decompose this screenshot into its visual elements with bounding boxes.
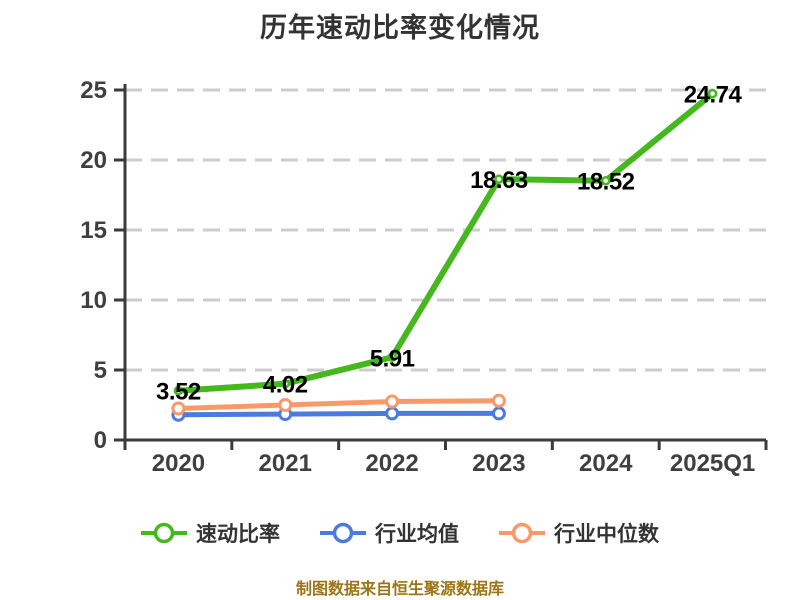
y-tick-label: 0 bbox=[94, 427, 107, 454]
value-label-quick-ratio: 3.52 bbox=[156, 379, 201, 406]
data-point-industry-median[interactable] bbox=[171, 401, 186, 416]
chart-title: 历年速动比率变化情况 bbox=[260, 13, 540, 43]
y-tick-label: 10 bbox=[80, 287, 107, 314]
data-point-quick-ratio[interactable] bbox=[707, 88, 718, 99]
data-point-quick-ratio[interactable] bbox=[173, 385, 184, 396]
series-line-quick-ratio bbox=[175, 90, 716, 394]
data-point-quick-ratio[interactable] bbox=[280, 378, 290, 389]
legend-label-industry-mean: 行业均值 bbox=[375, 523, 459, 546]
line-circle-marker-icon bbox=[141, 522, 187, 544]
data-point-quick-ratio[interactable] bbox=[387, 352, 397, 363]
legend-label-industry-median: 行业中位数 bbox=[554, 523, 659, 546]
line-circle-marker-icon bbox=[499, 522, 545, 544]
y-tick-label: 15 bbox=[80, 217, 107, 244]
legend-item-industry-mean[interactable]: 行业均值 bbox=[320, 518, 459, 548]
data-point-industry-median[interactable] bbox=[278, 398, 293, 412]
value-label-quick-ratio: 18.63 bbox=[470, 167, 528, 194]
y-tick-label: 5 bbox=[94, 357, 107, 384]
y-tick-label: 25 bbox=[80, 77, 107, 104]
x-tick-label: 2022 bbox=[365, 450, 418, 477]
x-tick-label: 2025Q1 bbox=[670, 450, 755, 477]
value-label-quick-ratio: 24.74 bbox=[684, 82, 743, 109]
legend-item-industry-median[interactable]: 行业中位数 bbox=[499, 518, 659, 548]
data-point-industry-mean[interactable] bbox=[491, 406, 506, 421]
x-tick-label: 2021 bbox=[259, 450, 312, 477]
data-point-industry-median[interactable] bbox=[491, 393, 506, 408]
data-point-quick-ratio[interactable] bbox=[494, 174, 504, 184]
value-label-quick-ratio: 5.91 bbox=[370, 345, 415, 372]
value-label-quick-ratio: 4.02 bbox=[263, 372, 308, 399]
series-line-industry-median bbox=[175, 398, 502, 411]
data-point-industry-mean[interactable] bbox=[385, 406, 400, 421]
x-tick-label: 2020 bbox=[152, 450, 205, 477]
series-line-industry-mean bbox=[175, 410, 502, 418]
value-label-quick-ratio: 18.52 bbox=[577, 169, 635, 196]
legend-item-quick-ratio[interactable]: 速动比率 bbox=[141, 518, 280, 548]
legend-label-quick-ratio: 速动比率 bbox=[196, 523, 280, 546]
chart-legend: 速动比率 行业均值 行业中位数 bbox=[0, 518, 800, 548]
data-source-note: 制图数据来自恒生聚源数据库 bbox=[295, 581, 504, 598]
line-circle-marker-icon bbox=[320, 522, 366, 544]
x-tick-label: 2024 bbox=[579, 450, 633, 477]
data-point-quick-ratio[interactable] bbox=[601, 175, 611, 186]
y-tick-label: 20 bbox=[80, 147, 107, 174]
data-point-industry-median[interactable] bbox=[385, 394, 400, 409]
x-tick-label: 2023 bbox=[472, 450, 525, 477]
